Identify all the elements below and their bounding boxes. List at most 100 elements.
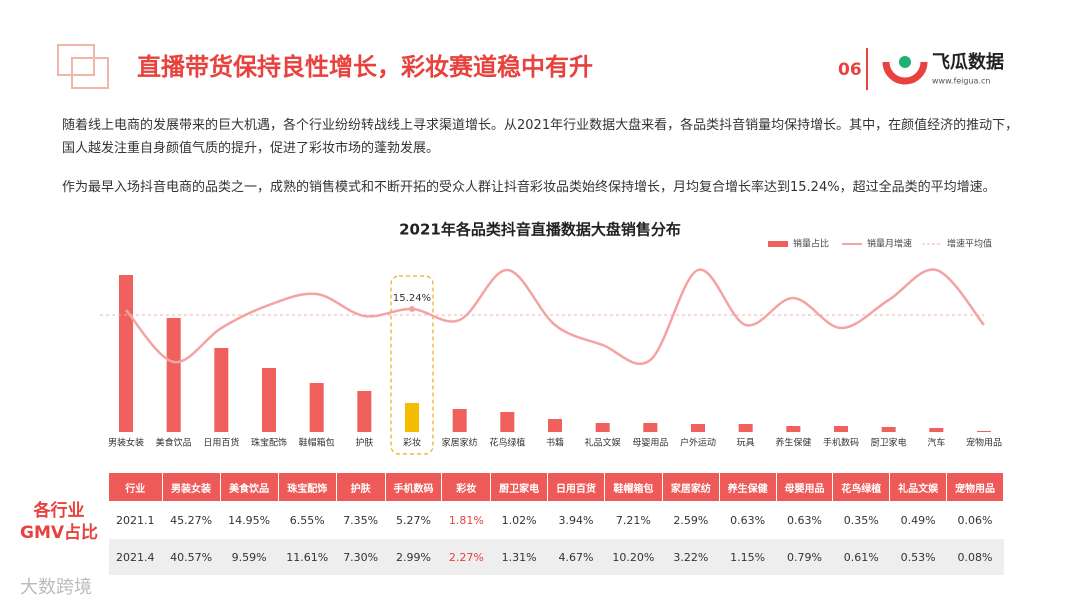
line-point xyxy=(409,306,415,312)
bar xyxy=(214,348,229,432)
deco xyxy=(57,44,95,76)
table-header-cell: 手机数码 xyxy=(384,472,443,502)
table-header-cell: 礼品文娱 xyxy=(889,472,947,502)
bar xyxy=(595,423,610,432)
highlight-box xyxy=(390,275,434,455)
bar xyxy=(548,419,562,432)
logo-icon xyxy=(899,56,911,68)
x-tick-label: 男装女装 xyxy=(108,437,144,449)
title: 直播带货保持良性增长，彩妆赛道稳中有升 xyxy=(137,53,593,81)
x-tick-label: 护肤 xyxy=(355,437,373,449)
x-tick-label: 厨卫家电 xyxy=(871,437,907,449)
paragraph: 作为最早入场抖音电商的品类之一，成熟的销售模式和不断开拓的受众人群让抖音彩妆品类… xyxy=(62,180,996,195)
table-cell: 0.49% xyxy=(889,501,947,539)
x-tick-label: 书籍 xyxy=(546,437,564,449)
table-header-cell: 母婴用品 xyxy=(775,472,834,502)
bar xyxy=(500,412,515,432)
bar xyxy=(643,423,658,432)
table-cell: 7.30% xyxy=(336,538,386,576)
legend-label: 销量占比 xyxy=(793,238,829,250)
watermark: 大数跨境 xyxy=(20,577,92,598)
table-cell: 0.06% xyxy=(946,501,1004,539)
table-cell: 1.81% xyxy=(441,501,491,539)
table-header-cell: 厨卫家电 xyxy=(490,472,549,502)
table-header-cell: 宠物用品 xyxy=(945,472,1005,502)
table-cell: 2021.4 xyxy=(108,538,163,576)
table-cell: 2.59% xyxy=(662,501,720,539)
bar xyxy=(786,426,801,432)
x-tick-label: 礼品文娱 xyxy=(585,437,621,449)
x-tick-label: 家居家纺 xyxy=(442,437,478,449)
table-cell: 7.35% xyxy=(336,501,386,539)
table-cell: 1.02% xyxy=(490,501,548,539)
x-tick-label: 美食饮品 xyxy=(156,437,192,449)
bar xyxy=(834,426,848,432)
table-side-label: 各行业 GMV占比 xyxy=(19,501,99,543)
line xyxy=(125,268,985,366)
bar xyxy=(881,427,896,432)
logo-icon xyxy=(882,61,928,85)
bar xyxy=(452,409,467,432)
bar xyxy=(309,383,324,432)
table-header-cell: 护肤 xyxy=(335,472,386,502)
table-header-cell: 养生保健 xyxy=(718,472,777,502)
table-header-cell: 男装女装 xyxy=(161,472,221,502)
logo: 飞瓜数据 xyxy=(932,51,1004,73)
table-header-cell: 行业 xyxy=(108,472,163,502)
bar xyxy=(119,275,133,432)
table-cell: 3.94% xyxy=(547,501,605,539)
x-tick-label: 宠物用品 xyxy=(966,437,1002,449)
table-cell: 1.31% xyxy=(490,538,548,576)
table-cell: 0.61% xyxy=(832,538,890,576)
logo-url: www.feigua.cn xyxy=(932,77,990,86)
table-cell: 40.57% xyxy=(162,538,221,576)
legend-label: 增速平均值 xyxy=(947,238,992,250)
chart-title: 2021年各品类抖音直播数据大盘销售分布 xyxy=(399,221,681,239)
x-tick-label: 花鸟绿植 xyxy=(489,437,525,449)
data-label: 15.24% xyxy=(393,293,431,304)
x-tick-label: 玩具 xyxy=(737,438,755,449)
table-cell: 2.27% xyxy=(441,538,491,576)
table-cell: 9.59% xyxy=(220,538,279,576)
table-header-cell: 日用百货 xyxy=(547,472,605,502)
deco xyxy=(71,57,109,89)
legend-swatch xyxy=(768,241,788,247)
x-tick-label: 鞋帽箱包 xyxy=(299,437,335,449)
table-header-cell: 鞋帽箱包 xyxy=(603,472,663,502)
table-row: 2021.4 40.57% 9.59% 11.61% 7.30% 2.99% 2.27% 1.… xyxy=(108,538,1004,576)
table-cell: 0.35% xyxy=(832,501,890,539)
bar xyxy=(929,428,944,432)
table-header-cell: 美食饮品 xyxy=(219,472,279,502)
table-header-row: 行业 男装女装 美食饮品 珠宝配饰 护肤 手机数码 彩妆 厨卫家电 日用百货 鞋帽箱包 家居家纺 养生… xyxy=(108,472,1005,502)
table-cell: 4.67% xyxy=(547,538,605,576)
table-cell: 0.63% xyxy=(776,501,833,539)
x-tick-label: 养生保健 xyxy=(775,437,811,449)
x-tick-label: 日用百货 xyxy=(203,437,239,449)
table-cell: 7.21% xyxy=(604,501,663,539)
bar xyxy=(738,424,753,432)
x-tick-label: 户外运动 xyxy=(680,437,716,449)
table-cell: 5.27% xyxy=(385,501,442,539)
page-number: 06 xyxy=(838,60,862,80)
legend-label: 销量月增速 xyxy=(867,238,912,250)
table-cell: 1.15% xyxy=(719,538,777,576)
table-cell: 3.22% xyxy=(662,538,720,576)
table-cell: 6.55% xyxy=(278,501,337,539)
bar xyxy=(166,318,181,432)
table-cell: 45.27% xyxy=(162,501,221,539)
x-tick-label: 彩妆 xyxy=(403,437,421,449)
table: 行业 男装女装 美食饮品 珠宝配饰 护肤 手机数码 彩妆 厨卫家电 日用百货 鞋帽箱包 家居家纺 养生… xyxy=(108,472,1005,576)
x-tick-label: 手机数码 xyxy=(823,437,859,449)
table-cell: 0.63% xyxy=(719,501,777,539)
x-tick-label: 珠宝配饰 xyxy=(251,437,287,449)
table-header-cell: 珠宝配饰 xyxy=(277,472,337,502)
table-cell: 0.53% xyxy=(889,538,947,576)
bar xyxy=(405,403,419,432)
bar xyxy=(357,391,372,432)
x-tick-label: 母婴用品 xyxy=(632,438,668,449)
table-cell: 14.95% xyxy=(220,501,279,539)
table-cell: 2021.1 xyxy=(108,501,163,539)
table-header-cell: 彩妆 xyxy=(441,472,492,502)
